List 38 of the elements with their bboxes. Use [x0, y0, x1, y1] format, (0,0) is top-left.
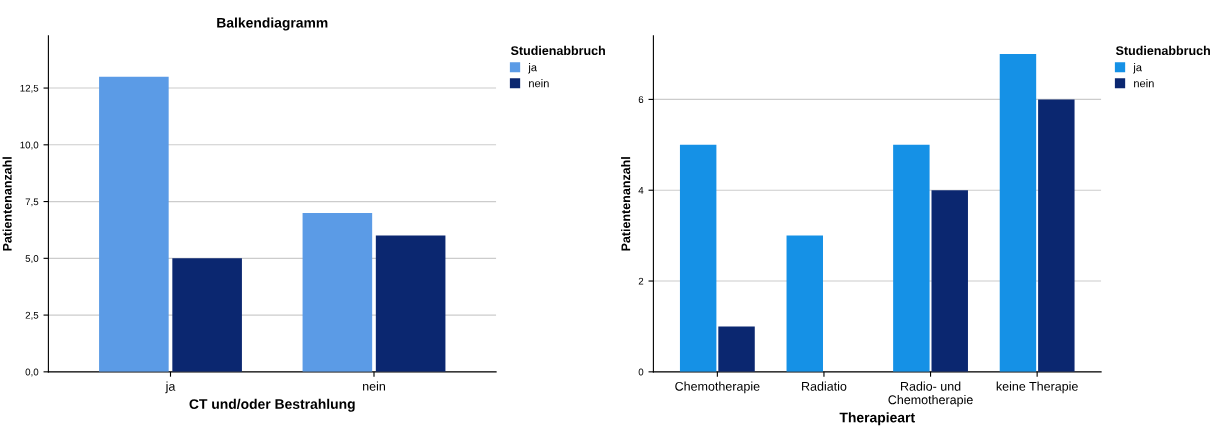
- bar: [172, 258, 242, 372]
- y-tick-label: 12,5: [20, 84, 39, 93]
- legend-title: Studienabbruch: [510, 45, 605, 56]
- bar: [99, 76, 169, 372]
- y-tick-label: 5,0: [25, 255, 39, 264]
- legend-label: nein: [529, 79, 549, 88]
- x-tick-label: Radio- und Chemotherapie: [888, 381, 973, 407]
- x-tick-label: Chemotherapie: [675, 381, 760, 394]
- y-tick-label: 7,5: [25, 198, 39, 207]
- bar: [302, 212, 373, 372]
- bar: [786, 235, 823, 372]
- legend-label: ja: [528, 63, 537, 74]
- x-tick-label: Radiatio: [802, 381, 847, 391]
- x-tick-label: nein: [363, 381, 386, 391]
- legend-label: ja: [1133, 63, 1142, 74]
- chart-title: Balkendiagramm: [217, 17, 328, 31]
- bar: [1038, 99, 1075, 372]
- bar: [679, 144, 717, 372]
- bar: [375, 235, 446, 372]
- y-tick-label: 2: [638, 277, 644, 285]
- y-tick-label: 4: [638, 187, 644, 194]
- y-axis-title: Patientenanzahl: [621, 157, 631, 251]
- bar: [718, 326, 755, 372]
- y-tick-label: 2,5: [25, 311, 39, 320]
- bar: [931, 190, 968, 372]
- x-tick-label: keine Therapie: [996, 381, 1078, 394]
- x-axis-title: Therapieart: [839, 412, 915, 426]
- y-tick-label: 0,0: [25, 368, 39, 377]
- legend-title: Studienabbruch: [1115, 45, 1210, 56]
- bar: [999, 54, 1037, 372]
- bar: [893, 144, 930, 372]
- x-axis-title: CT und/oder Bestrahlung: [189, 398, 355, 412]
- x-tick-label: ja: [165, 381, 176, 394]
- y-tick-label: 10,0: [20, 141, 39, 150]
- y-axis-title: Patientenanzahl: [2, 157, 12, 251]
- legend-label: nein: [1134, 79, 1154, 88]
- y-tick-label: 6: [638, 96, 644, 104]
- y-tick-label: 0: [638, 368, 644, 376]
